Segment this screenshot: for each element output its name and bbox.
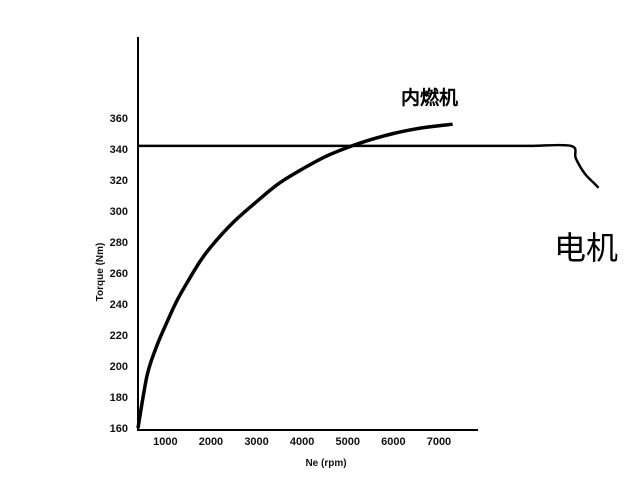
y-axis-label: Torque (Nm) <box>95 243 106 302</box>
y-tick-label: 240 <box>110 299 128 311</box>
ice-curve-label: 内燃机 <box>401 86 458 109</box>
y-tick-label: 180 <box>110 392 128 404</box>
ice-torque-curve <box>136 122 453 429</box>
series-layer <box>136 122 600 429</box>
y-tick-label: 340 <box>110 144 128 156</box>
x-tick-label: 4000 <box>290 436 314 448</box>
x-tick-label: 1000 <box>153 436 177 448</box>
x-tick-label: 2000 <box>199 436 223 448</box>
y-tick-label: 300 <box>110 206 128 218</box>
x-tick-label: 7000 <box>427 436 451 448</box>
y-tick-label: 280 <box>110 237 128 249</box>
y-tick-label: 360 <box>110 113 128 125</box>
y-tick-label: 160 <box>110 423 128 435</box>
x-tick-label: 6000 <box>381 436 405 448</box>
y-tick-label: 260 <box>110 268 128 280</box>
x-axis-label: Ne (rpm) <box>305 458 346 469</box>
x-tick-labels: 1000 2000 3000 4000 5000 6000 7000 <box>153 436 451 448</box>
x-tick-label: 3000 <box>244 436 268 448</box>
x-tick-label: 5000 <box>336 436 360 448</box>
y-tick-label: 320 <box>110 175 128 187</box>
motor-curve-label: 电机 <box>554 229 618 267</box>
motor-torque-curve <box>137 143 600 189</box>
y-tick-labels: 160 180 200 220 240 260 280 300 320 340 360 <box>110 113 128 435</box>
y-tick-label: 200 <box>110 361 128 373</box>
y-tick-label: 220 <box>110 330 128 342</box>
